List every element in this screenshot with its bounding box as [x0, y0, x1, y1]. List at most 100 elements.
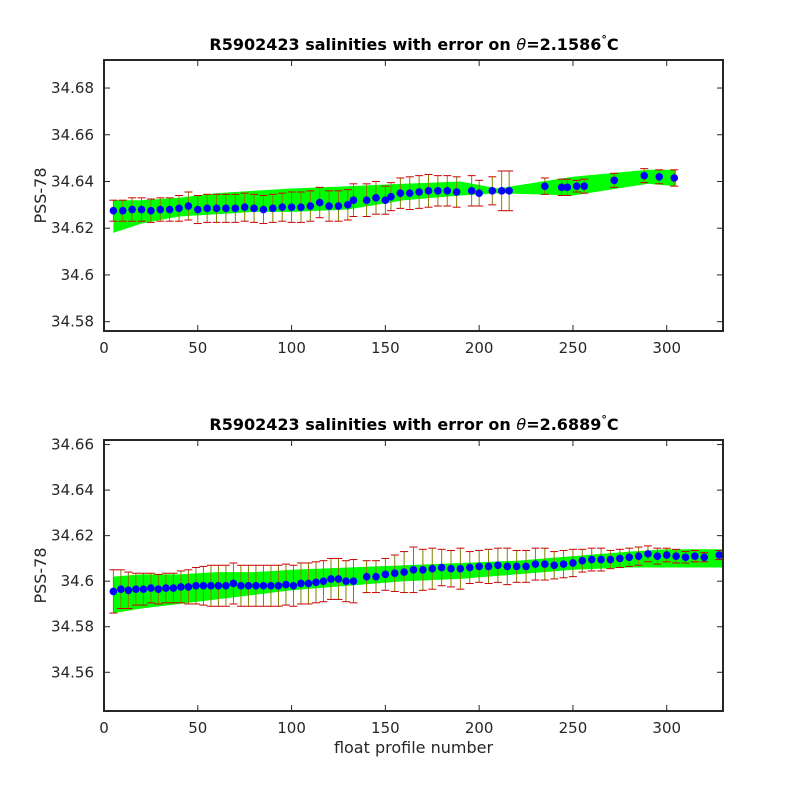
bottom-chart-data-point [362, 572, 371, 581]
top-chart-data-point [287, 203, 296, 211]
top-chart-data-point [563, 183, 572, 192]
bottom-chart-data-point [625, 553, 634, 562]
bottom-chart-x-axis-label: float profile number [334, 738, 494, 757]
bottom-chart-data-point [289, 581, 298, 590]
top-chart-data-point [572, 182, 581, 190]
bottom-chart-data-point [662, 551, 671, 559]
bottom-chart-data-point [154, 585, 163, 593]
top-chart-data-point [165, 205, 174, 214]
bottom-chart-data-point [494, 561, 502, 570]
top-chart-data-point [497, 187, 506, 195]
bottom-chart-data-point [319, 577, 328, 585]
bottom-chart-y-tick-label: 34.66 [51, 436, 94, 454]
top-chart-data-point [250, 204, 258, 213]
bottom-chart-data-point [117, 585, 125, 593]
bottom-chart-x-tick-label: 150 [371, 719, 400, 737]
bottom-chart-title: R5902423 salinities with error on θ=2.68… [209, 413, 618, 434]
top-chart-data-point [557, 183, 566, 192]
bottom-chart-data-point [132, 585, 140, 593]
bottom-chart-data-point [578, 556, 587, 565]
bottom-chart-data-point [541, 560, 549, 568]
top-chart-data-point [415, 188, 423, 196]
bottom-chart-data-point [409, 566, 418, 574]
top-chart-data-point [372, 194, 380, 202]
top-chart-data-point [137, 205, 146, 214]
top-chart-x-tick-label: 300 [652, 339, 681, 357]
bottom-chart-data-point [334, 575, 343, 583]
bottom-chart-data-point [252, 581, 260, 590]
bottom-chart-data-point [109, 587, 118, 596]
bottom-chart-data-point [162, 584, 170, 592]
top-chart-data-point [505, 187, 513, 195]
top-chart-data-point [203, 204, 211, 213]
bottom-chart-data-point [559, 560, 568, 568]
bottom-chart-data-point [222, 581, 230, 590]
bottom-chart-data-point [304, 579, 313, 588]
top-chart-data-point [610, 176, 619, 185]
bottom-chart-x-tick-label: 50 [188, 719, 207, 737]
top-chart-data-point [443, 187, 452, 195]
bottom-chart-y-axis-label: PSS-78 [31, 547, 50, 603]
bottom-chart-data-point [237, 581, 245, 590]
top-chart-data-point [306, 202, 315, 210]
bottom-chart-data-point [484, 562, 493, 571]
bottom-chart-data-point [587, 555, 596, 564]
top-chart: R5902423 salinities with error on θ=2.15… [31, 33, 724, 357]
bottom-chart: R5902423 salinities with error on θ=2.68… [31, 413, 724, 757]
top-chart-data-point [475, 189, 483, 197]
top-chart-data-point [334, 202, 343, 210]
top-chart-data-point [381, 196, 390, 204]
top-chart-data-point [580, 182, 588, 190]
bottom-chart-x-tick-label: 250 [559, 719, 588, 737]
bottom-chart-data-point [259, 581, 268, 590]
top-chart-y-tick-label: 34.68 [51, 79, 94, 97]
top-chart-data-point [396, 189, 405, 197]
top-chart-data-point [212, 204, 221, 213]
top-chart-data-point [147, 206, 155, 215]
bottom-chart-data-point [550, 561, 558, 570]
bottom-chart-data-point [691, 552, 699, 560]
bottom-chart-data-point [244, 581, 253, 590]
bottom-chart-x-tick-label: 300 [652, 719, 681, 737]
bottom-chart-data-point [312, 578, 320, 587]
top-chart-axes-box [103, 59, 724, 332]
top-chart-data-point [405, 189, 414, 197]
top-chart-y-tick-label: 34.6 [61, 266, 94, 284]
top-chart-x-tick-label: 100 [277, 339, 306, 357]
bottom-chart-axes-box [103, 439, 724, 712]
bottom-chart-data-point [400, 568, 408, 576]
bottom-chart-data-point [569, 559, 577, 567]
bottom-chart-data-point [124, 586, 133, 595]
top-chart-data-point [452, 188, 461, 196]
top-chart-y-axis-label: PSS-78 [31, 167, 50, 223]
bottom-chart-data-point [522, 562, 530, 571]
top-chart-data-point [434, 187, 442, 195]
top-chart-data-point [156, 205, 165, 214]
bottom-chart-y-tick-label: 34.62 [51, 527, 94, 545]
top-chart-data-point [175, 204, 183, 213]
top-chart-data-point [315, 198, 324, 207]
top-chart-data-point [269, 204, 277, 213]
bottom-chart-data-point [447, 564, 455, 573]
bottom-chart-data-point [229, 579, 238, 588]
bottom-chart-data-point [672, 552, 680, 560]
bottom-chart-data-point [342, 577, 350, 585]
top-chart-x-tick-label: 200 [465, 339, 494, 357]
top-chart-data-point [670, 174, 679, 182]
bottom-chart-data-point [267, 581, 275, 590]
top-chart-x-tick-label: 0 [99, 339, 109, 357]
bottom-chart-data-point [282, 580, 290, 589]
bottom-chart-data-point [437, 563, 446, 572]
bottom-chart-data-point [349, 577, 358, 585]
bottom-chart-data-point [634, 552, 643, 560]
top-chart-data-point [349, 196, 358, 204]
bottom-chart-data-point [199, 581, 208, 590]
top-chart-data-point [467, 187, 476, 195]
bottom-chart-data-point [653, 552, 662, 560]
top-chart-data-point [259, 205, 268, 214]
top-chart-data-point [297, 203, 305, 211]
top-chart-data-point [387, 192, 395, 201]
